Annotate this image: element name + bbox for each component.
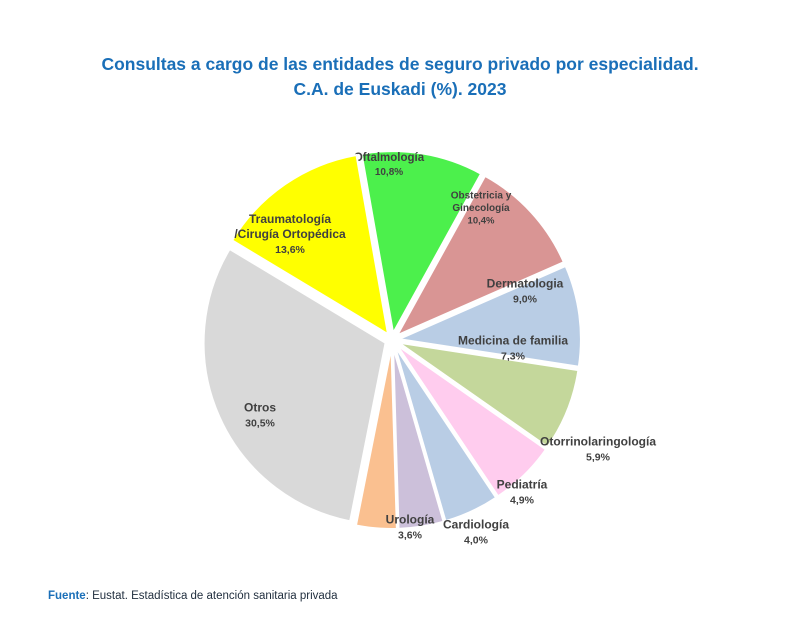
slice-value-label: 30,5% <box>245 418 275 430</box>
slice-value-label: 5,9% <box>586 452 611 464</box>
slice-name-label: Ginecología <box>452 203 510 214</box>
slice-label: Otorrinolaringología 5,9% <box>540 435 656 464</box>
pie-slice-medicina-de-familia <box>397 341 580 449</box>
pie-slice-otorrinolaringología <box>396 344 548 498</box>
slice-label: Dermatologia 9,0% <box>487 277 564 306</box>
slice-value-label: 3,6% <box>398 530 423 542</box>
pie-slice-obstetricia-y-ginecología <box>394 174 566 338</box>
pie-slice-oftalmología <box>360 150 483 337</box>
slice-label: Medicina de familia 7,3% <box>458 334 568 363</box>
chart-title-line-2: C.A. de Euskadi (%). 2023 <box>293 79 507 99</box>
slice-name-label: Urología <box>386 513 435 527</box>
slice-name-label: Otorrinolaringología <box>540 435 656 449</box>
slice-name-label: Pediatría <box>497 478 548 492</box>
slice-name-label: Otros <box>244 401 276 415</box>
slice-name-label: Medicina de familia <box>458 334 568 348</box>
slice-label: Obstetricia y Ginecología 10,4% <box>451 191 512 227</box>
pie-slice-otros <box>202 247 387 523</box>
pie-slice-urología <box>354 346 398 530</box>
slice-value-label: 4,0% <box>464 535 489 547</box>
slice-value-label: 9,0% <box>513 294 538 306</box>
chart-title-line-1: Consultas a cargo de las entidades de se… <box>101 54 699 74</box>
slice-label: Otros 30,5% <box>244 401 276 430</box>
chart-title: Consultas a cargo de las entidades de se… <box>0 52 800 102</box>
slice-label: Urología 3,6% <box>386 513 435 542</box>
source-text: : Eustat. Estadística de atención sanita… <box>85 590 338 602</box>
slice-name-label: Cardiología <box>443 518 509 532</box>
slice-name-label: /Cirugía Ortopédica <box>234 227 346 241</box>
slice-label: Pediatría 4,9% <box>497 478 548 507</box>
slice-value-label: 10,8% <box>375 167 403 178</box>
slice-label: Traumatología/Cirugía Ortopédica 13,6% <box>234 212 346 256</box>
source-note: Fuente: Eustat. Estadística de atención … <box>48 590 338 602</box>
slice-name-label: Obstetricia y <box>451 191 512 202</box>
slice-value-label: 7,3% <box>501 351 526 363</box>
pie-slice-dermatologia <box>395 264 582 368</box>
pie-slice-traumatología-cirugía-ortopédica <box>230 153 390 337</box>
slice-name-label: Dermatologia <box>487 277 564 291</box>
slice-value-label: 4,9% <box>510 495 535 507</box>
slice-value-label: 13,6% <box>275 244 305 256</box>
source-label: Fuente <box>48 590 86 602</box>
pie-slice-pediatría <box>393 345 498 523</box>
slice-label: Oftalmología 10,8% <box>354 152 425 178</box>
pie-slice-cardiología <box>392 346 445 530</box>
slice-value-label: 10,4% <box>468 216 495 227</box>
slice-name-label: Traumatología <box>249 212 331 226</box>
slice-name-label: Oftalmología <box>354 152 425 164</box>
slice-label: Cardiología 4,0% <box>443 518 509 547</box>
